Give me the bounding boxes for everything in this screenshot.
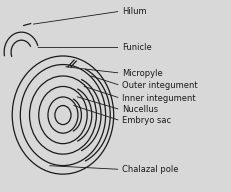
Text: Chalazal pole: Chalazal pole bbox=[121, 165, 177, 174]
Text: Outer integument: Outer integument bbox=[121, 81, 197, 90]
Text: Embryo sac: Embryo sac bbox=[121, 116, 170, 125]
Text: Micropyle: Micropyle bbox=[121, 69, 162, 78]
Text: Hilum: Hilum bbox=[121, 7, 146, 16]
Text: Inner integument: Inner integument bbox=[121, 94, 195, 103]
Text: Funicle: Funicle bbox=[121, 43, 151, 52]
Text: Nucellus: Nucellus bbox=[121, 105, 157, 114]
